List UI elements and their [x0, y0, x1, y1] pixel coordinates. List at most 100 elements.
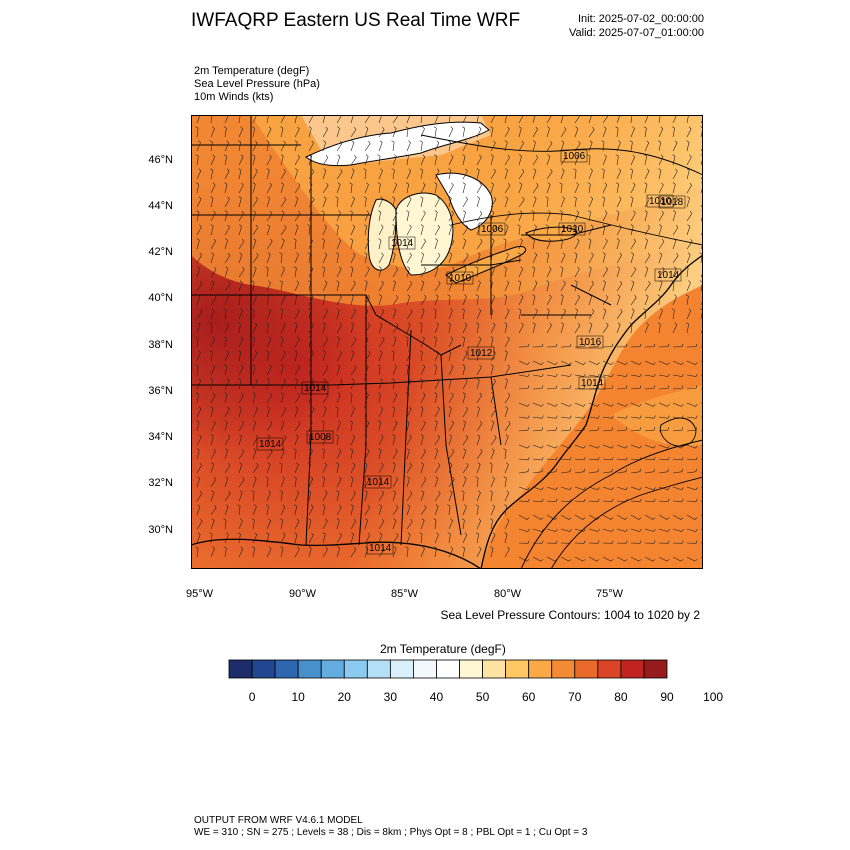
wind-barb [224, 294, 229, 306]
wind-barb [588, 486, 600, 491]
wind-barb [266, 462, 271, 474]
wind-barb [448, 238, 455, 250]
wind-barb [336, 154, 341, 166]
wind-barb [406, 504, 411, 516]
wind-barb [308, 490, 312, 502]
wind-barb [266, 420, 273, 432]
wind-barb [280, 154, 284, 166]
wind-barb [252, 252, 259, 264]
wind-barb [630, 182, 636, 194]
wind-barb [308, 448, 313, 460]
wind-barb [448, 476, 455, 488]
wind-barb [322, 280, 328, 292]
wind-barb [308, 476, 314, 488]
wind-barb [364, 154, 369, 166]
wind-barb [336, 476, 342, 488]
wind-barb [238, 224, 242, 236]
wind-barb [335, 196, 339, 208]
wind-barb [350, 238, 354, 250]
wind-barb [448, 336, 454, 348]
wind-barb [560, 528, 572, 532]
wind-barb [490, 126, 494, 138]
wind-barb [238, 406, 242, 418]
colorbar-swatch [297, 659, 322, 679]
wind-barb [616, 238, 620, 250]
wind-barb [238, 115, 241, 124]
wind-barb [364, 182, 369, 194]
wind-barb [196, 168, 202, 180]
wind-barb [350, 196, 355, 208]
wind-barb [335, 224, 339, 236]
wind-barb [420, 504, 427, 516]
wind-barb [644, 182, 648, 194]
wind-barb [378, 168, 383, 180]
wind-barb [280, 336, 284, 348]
wind-barb [322, 322, 326, 334]
wind-barb [630, 252, 634, 264]
wind-barb [616, 444, 628, 449]
wind-barb [364, 322, 371, 334]
wind-barb [266, 532, 270, 544]
wind-barb [630, 528, 642, 532]
wind-barb [490, 294, 496, 306]
wind-barb [518, 415, 530, 419]
colorbar-swatch [459, 659, 483, 679]
wind-barb [224, 115, 229, 124]
wind-barb [280, 126, 284, 138]
wind-barb [476, 140, 480, 152]
wind-barb [420, 476, 427, 488]
wind-barb [588, 514, 600, 520]
wind-barb [448, 266, 455, 278]
wind-barb [476, 364, 482, 376]
wind-barb [574, 252, 578, 264]
wind-barb [560, 252, 566, 264]
wind-barb [420, 490, 425, 502]
wind-barb [448, 434, 452, 446]
wind-barb [378, 140, 383, 152]
wind-barb [476, 350, 480, 362]
wind-barb [294, 280, 300, 292]
wind-barb [630, 266, 637, 278]
wind-barb [518, 126, 522, 138]
wind-barb [434, 238, 438, 250]
wind-barb [658, 196, 662, 208]
wind-barb [490, 168, 496, 180]
wind-barb [504, 364, 510, 376]
colorbar-swatch [389, 659, 414, 679]
wind-barb [406, 224, 412, 236]
wind-barb [405, 154, 409, 166]
wind-barb [518, 457, 530, 461]
wind-barb [238, 434, 242, 446]
wind-barb [448, 224, 452, 236]
wind-barb [252, 406, 258, 418]
wind-barb [560, 427, 571, 432]
wind-barb [644, 210, 648, 222]
wind-barb [448, 462, 453, 474]
wind-barb [294, 336, 300, 348]
wind-barb [322, 378, 327, 390]
wind-barb [280, 420, 285, 432]
wind-barb [252, 336, 256, 348]
wind-barb [686, 252, 691, 264]
wind-barb [336, 280, 340, 292]
wind-barb [630, 360, 642, 366]
wind-barb [658, 126, 664, 138]
wind-barb [266, 182, 272, 194]
wind-barb [504, 140, 508, 152]
wind-barb [238, 126, 244, 138]
colorbar-swatch [436, 659, 460, 679]
wind-barb [364, 308, 368, 320]
wind-barb [546, 294, 552, 306]
wind-barb [364, 266, 370, 278]
wind-barb [350, 336, 357, 348]
colorbar-swatch [574, 659, 599, 679]
wind-barb [532, 402, 544, 407]
wind-barb [392, 322, 399, 334]
lat-tick: 40°N [148, 292, 173, 304]
wind-barb [252, 448, 257, 460]
wind-barb [602, 498, 614, 502]
wind-barb [560, 385, 572, 390]
wind-barb [504, 210, 511, 222]
wind-barb [238, 490, 243, 502]
wind-barb [518, 373, 530, 377]
